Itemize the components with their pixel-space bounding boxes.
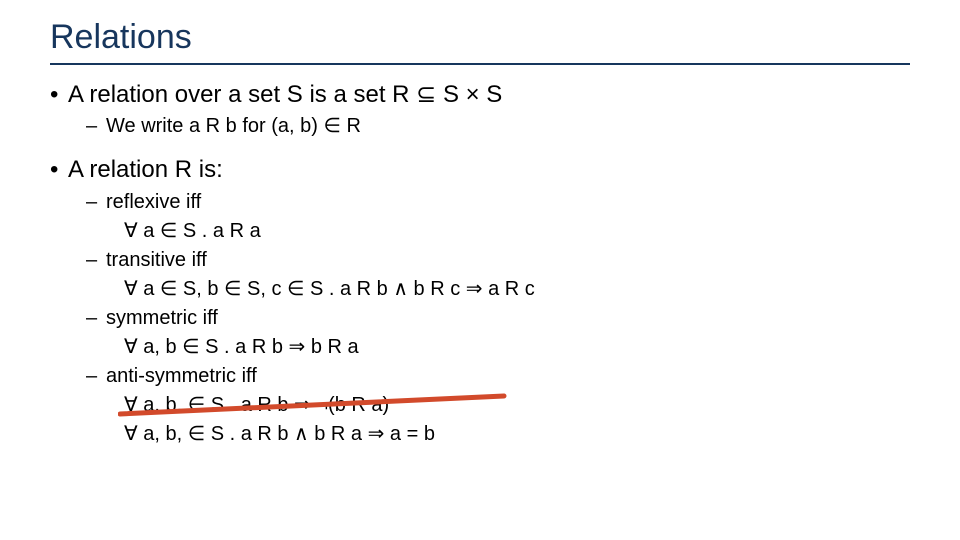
bullet-antisymmetric-struck: ∀ a, b, ∈ S . a R b ⇒ ¬(b R a) <box>124 392 910 419</box>
bullet-symmetric-label: symmetric iff <box>106 305 910 332</box>
bullet-antisymmetric-label: anti-symmetric iff <box>106 363 910 390</box>
bullet-transitive-label: transitive iff <box>106 247 910 274</box>
bullet-antisymmetric-body: ∀ a, b, ∈ S . a R b ∧ b R a ⇒ a = b <box>124 421 910 448</box>
struck-text: ∀ a, b, ∈ S . a R b ⇒ ¬(b R a) <box>124 394 389 416</box>
bullet-reflexive-label: reflexive iff <box>106 189 910 216</box>
struck-text-wrap: ∀ a, b, ∈ S . a R b ⇒ ¬(b R a) <box>124 392 389 419</box>
bullet-definition-note: We write a R b for (a, b) ∈ R <box>106 113 910 140</box>
slide: Relations A relation over a set S is a s… <box>0 0 960 540</box>
bullet-reflexive-body: ∀ a ∈ S . a R a <box>124 218 910 245</box>
bullet-symmetric-body: ∀ a, b ∈ S . a R b ⇒ b R a <box>124 334 910 361</box>
page-title: Relations <box>50 18 910 57</box>
bullet-transitive-body: ∀ a ∈ S, b ∈ S, c ∈ S . a R b ∧ b R c ⇒ … <box>124 276 910 303</box>
bullet-definition: A relation over a set S is a set R ⊆ S ×… <box>68 79 910 111</box>
title-rule <box>50 63 910 65</box>
bullet-relation-is: A relation R is: <box>68 154 910 186</box>
